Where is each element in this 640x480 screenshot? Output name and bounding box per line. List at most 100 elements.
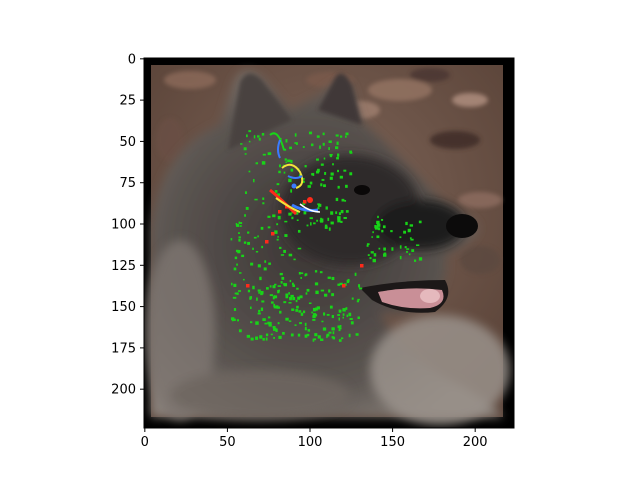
saliency-speckle — [285, 161, 287, 163]
saliency-speckle — [253, 236, 257, 239]
saliency-speckle — [337, 185, 340, 189]
saliency-speckle — [238, 238, 241, 242]
dog-saliency-image — [144, 58, 514, 428]
saliency-speckle — [273, 327, 277, 331]
saliency-speckle — [294, 212, 299, 215]
saliency-speckle — [324, 171, 327, 175]
saliency-speckle — [327, 276, 331, 279]
x-tick-label: 100 — [298, 435, 323, 450]
saliency-speckle — [309, 217, 313, 220]
axes-frame — [143, 57, 515, 429]
saliency-speckle — [256, 297, 258, 301]
saliency-speckle — [231, 282, 233, 286]
saliency-speckle — [283, 283, 288, 287]
saliency-speckle — [295, 299, 298, 303]
saliency-speckle — [317, 207, 320, 210]
saliency-speckle — [416, 244, 420, 247]
y-tick-label: 100 — [111, 218, 136, 233]
saliency-speckle — [391, 247, 394, 251]
saliency-speckle — [349, 318, 353, 320]
saliency-speckle — [252, 285, 255, 290]
saliency-speckle — [345, 184, 348, 188]
saliency-speckle — [344, 199, 347, 202]
saliency-speckle — [268, 324, 272, 327]
saliency-speckle — [332, 331, 335, 335]
saliency-speckle — [291, 308, 295, 311]
saliency-speckle — [354, 272, 357, 276]
saliency-speckle — [315, 307, 318, 311]
saliency-speckle — [302, 202, 306, 205]
saliency-speckle — [239, 225, 242, 227]
saliency-speckle — [342, 313, 345, 316]
saliency-speckle — [323, 312, 326, 316]
x-tick-label: 150 — [380, 435, 405, 450]
saliency-speckle — [312, 315, 316, 319]
saliency-speckle — [339, 135, 343, 138]
saliency-speckle — [307, 329, 311, 332]
saliency-speckle — [272, 325, 276, 329]
saliency-speckle — [261, 161, 266, 165]
saliency-speckle — [349, 150, 353, 153]
saliency-speckle — [236, 319, 240, 322]
saliency-speckle — [290, 294, 294, 297]
saliency-speckle — [338, 328, 341, 332]
saliency-speckle — [304, 334, 308, 338]
saliency-speckle — [236, 292, 239, 295]
saliency-speckle — [288, 212, 292, 216]
saliency-speckle — [337, 219, 341, 223]
saliency-speckle — [261, 245, 264, 249]
saliency-speckle — [328, 289, 331, 293]
saliency-speckle — [337, 153, 340, 157]
saliency-speckle — [316, 219, 319, 222]
saliency-speckle — [265, 287, 269, 290]
saliency-speckle — [257, 312, 261, 315]
saliency-speckle — [236, 224, 240, 227]
saliency-speckle — [277, 322, 280, 325]
saliency-speckle — [308, 302, 312, 305]
saliency-speckle — [331, 293, 335, 297]
saliency-speckle — [311, 311, 313, 314]
saliency-speckle — [244, 214, 246, 217]
saliency-speckle — [366, 244, 369, 247]
y-axis: 0 25 50 75 100 125 150 175 200 — [111, 52, 144, 398]
saliency-speckle — [297, 247, 302, 250]
saliency-speckle — [409, 224, 414, 227]
saliency-speckle — [335, 197, 339, 202]
saliency-speckle — [297, 333, 301, 337]
saliency-speckle — [240, 143, 243, 145]
saliency-speckle — [310, 222, 312, 226]
saliency-speckle — [279, 272, 283, 276]
saliency-speckle — [262, 318, 266, 322]
saliency-speckle — [345, 135, 347, 138]
saliency-speckle — [262, 338, 265, 341]
saliency-speckle — [309, 181, 313, 185]
saliency-speckle — [335, 134, 339, 137]
saliency-speckle — [321, 320, 324, 323]
saliency-speckle — [276, 223, 279, 226]
saliency-speckle — [249, 296, 252, 300]
saliency-speckle — [306, 288, 310, 292]
saliency-speckle — [233, 308, 237, 311]
saliency-speckle — [399, 255, 402, 260]
saliency-speckle — [317, 335, 321, 339]
saliency-speckle — [381, 229, 384, 233]
saliency-speckle — [339, 175, 343, 179]
saliency-speckle — [273, 295, 278, 299]
saliency-speckle — [367, 254, 370, 257]
saliency-speckle — [403, 230, 407, 234]
saliency-speckle — [258, 137, 261, 141]
saliency-speckle — [302, 146, 305, 148]
saliency-speckle — [293, 258, 296, 261]
saliency-speckle — [346, 314, 349, 318]
saliency-speckle — [269, 285, 272, 288]
saliency-speckle — [255, 321, 259, 325]
saliency-speckle — [324, 226, 328, 229]
saliency-speckle — [294, 142, 297, 144]
saliency-speckle — [291, 216, 294, 220]
saliency-speckle — [268, 262, 271, 265]
saliency-speckle — [262, 197, 265, 200]
saliency-speckle — [404, 246, 407, 249]
saliency-speckle — [273, 305, 277, 309]
saliency-speckle — [383, 247, 386, 251]
saliency-speckle — [327, 217, 330, 221]
